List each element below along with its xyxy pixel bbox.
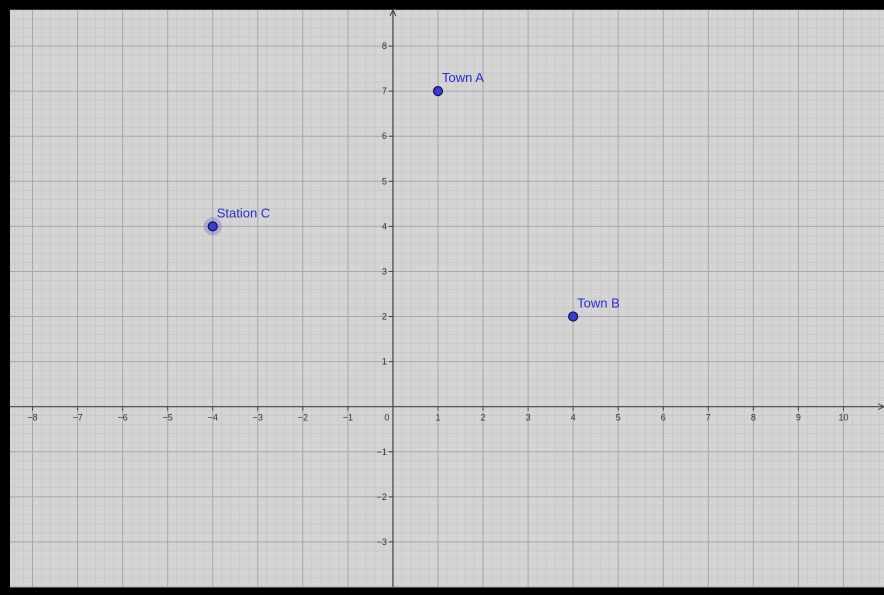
x-tick-label: 10: [838, 413, 848, 423]
points-layer[interactable]: Town A Town B Station C: [203, 70, 620, 322]
point-station-c[interactable]: Station C: [203, 205, 270, 236]
y-tick-label: 1: [382, 357, 387, 367]
point-label[interactable]: Town B: [577, 296, 620, 311]
point-marker[interactable]: [568, 311, 579, 322]
x-tick-label: 4: [571, 413, 576, 423]
y-tick-label: −2: [377, 492, 387, 502]
y-tick-labels: −3 −2 −1 1 2 3 4 5 6 7 8: [377, 41, 393, 547]
x-tick-label: 7: [706, 413, 711, 423]
x-axis-arrow: [877, 403, 884, 411]
y-tick-label: 5: [382, 176, 387, 186]
y-tick-label: −1: [377, 447, 387, 457]
x-tick-label: −1: [343, 413, 353, 423]
x-tick-label: −3: [253, 413, 263, 423]
x-tick-label: −2: [298, 413, 308, 423]
minor-grid: [10, 9, 884, 587]
x-tick-labels: −8 −7 −6 −5 −4 −3 −2 −1 0 1 2 3 4 5 6 7 8 9 10: [27, 406, 848, 423]
point-town-b[interactable]: Town B: [568, 296, 620, 322]
x-tick-label: 0: [384, 413, 389, 423]
x-tick-label: −8: [27, 413, 37, 423]
y-tick-label: 4: [382, 221, 387, 231]
y-tick-label: 7: [382, 86, 387, 96]
x-tick-label: 1: [435, 413, 440, 423]
y-axis-arrow: [389, 8, 397, 17]
x-tick-label: 6: [661, 413, 666, 423]
x-tick-label: −4: [208, 413, 218, 423]
point-town-a[interactable]: Town A: [432, 70, 484, 97]
x-tick-label: 8: [751, 413, 756, 423]
x-tick-label: −5: [163, 413, 173, 423]
x-tick-label: −7: [72, 413, 82, 423]
x-tick-label: 5: [616, 413, 621, 423]
major-grid: [10, 10, 884, 588]
x-tick-label: −6: [117, 413, 127, 423]
point-label[interactable]: Station C: [217, 205, 270, 220]
x-tick-label: 9: [796, 413, 801, 423]
y-tick-label: 3: [382, 266, 387, 276]
point-marker[interactable]: [207, 221, 218, 232]
axes: [10, 8, 884, 587]
point-marker[interactable]: [432, 86, 444, 97]
y-tick-label: 2: [382, 312, 387, 322]
point-label[interactable]: Town A: [442, 70, 484, 85]
y-tick-label: 6: [382, 131, 387, 141]
y-tick-label: −3: [377, 537, 387, 547]
y-tick-label: 8: [382, 41, 387, 51]
x-tick-label: 2: [481, 413, 486, 423]
x-tick-label: 3: [526, 413, 531, 423]
